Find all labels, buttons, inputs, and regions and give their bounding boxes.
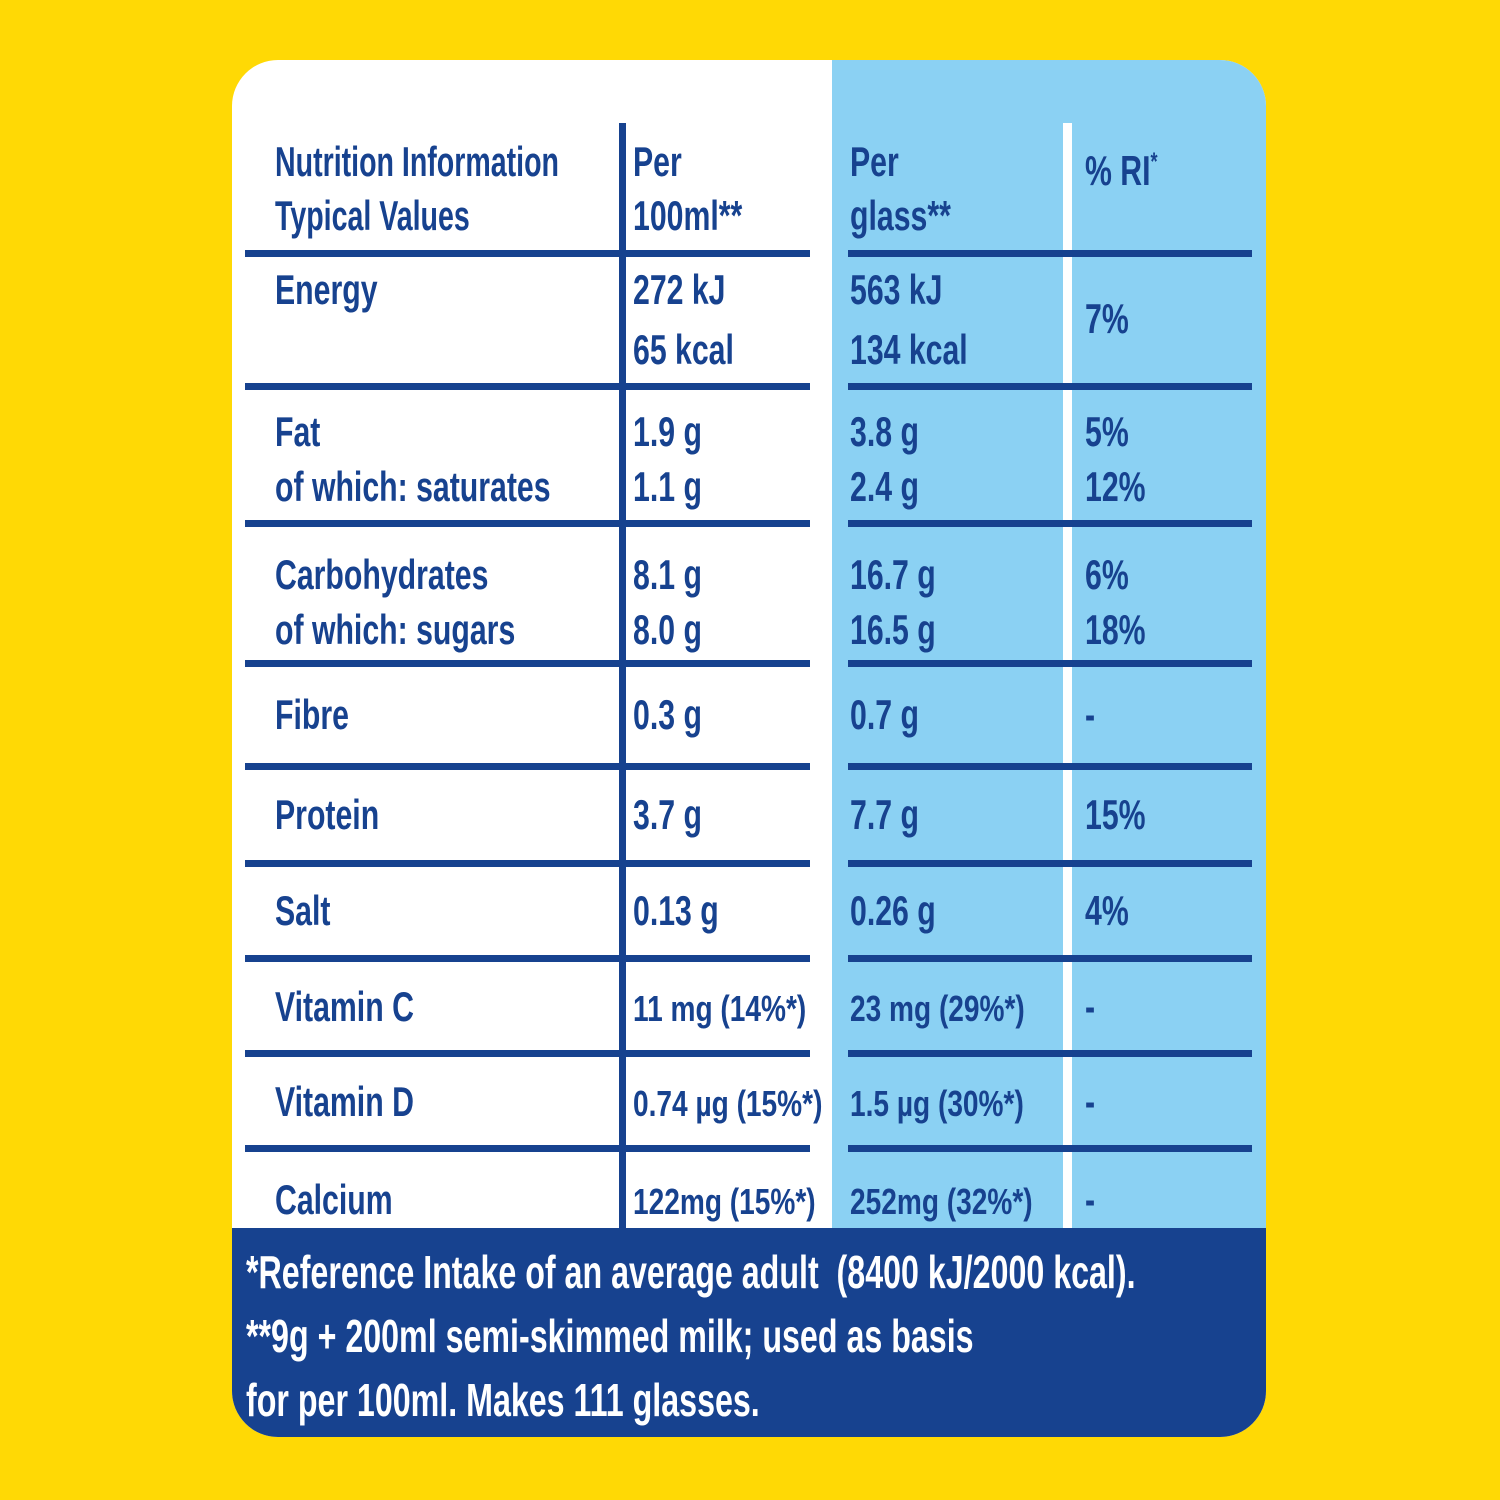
row-fat-per100: 1.9 g <box>633 408 702 455</box>
row-saturates-ri: 12% <box>1085 463 1146 510</box>
header-nutrition-information: Nutrition Information <box>275 138 559 185</box>
row-carbohydrates-ri: 6% <box>1085 551 1129 598</box>
row-salt-glass: 0.26 g <box>850 887 936 934</box>
footnote-reference-intake: *Reference Intake of an average adult (8… <box>246 1246 1136 1298</box>
row-rule <box>848 1050 1252 1057</box>
row-rule <box>245 660 810 667</box>
row-protein-glass: 7.7 g <box>850 791 919 838</box>
row-fibre-per100: 0.3 g <box>633 691 702 738</box>
header-typical-values: Typical Values <box>275 192 470 239</box>
row-calcium-label: Calcium <box>275 1176 393 1223</box>
row-vitamin-c-per100: 11 mg (14%*) <box>633 988 807 1029</box>
column-divider-dark <box>619 123 626 1277</box>
row-energy-glass-kcal: 134 kcal <box>850 326 968 373</box>
row-rule <box>848 520 1252 527</box>
footnote-glasses-yield: for per 100ml. Makes 111 glasses. <box>246 1374 760 1426</box>
row-fibre-ri: - <box>1085 691 1096 738</box>
row-rule <box>245 250 810 257</box>
row-carbohydrates-glass: 16.7 g <box>850 551 936 598</box>
row-carbohydrates-label: Carbohydrates <box>275 551 489 598</box>
row-calcium-ri: - <box>1085 1176 1096 1223</box>
row-sugars-glass: 16.5 g <box>850 606 936 653</box>
row-carbohydrates-per100: 8.1 g <box>633 551 702 598</box>
row-rule <box>245 1050 810 1057</box>
row-fat-label: Fat <box>275 408 321 455</box>
row-salt-ri: 4% <box>1085 887 1129 934</box>
row-energy-glass-kj: 563 kJ <box>850 266 943 313</box>
row-fibre-label: Fibre <box>275 691 349 738</box>
header-per-100ml-line1: Per <box>633 138 682 185</box>
footnotes-panel: *Reference Intake of an average adult (8… <box>232 1228 1266 1437</box>
row-vitamin-c-ri: - <box>1085 983 1096 1030</box>
row-fat-ri: 5% <box>1085 408 1129 455</box>
header-percent-ri-text: % RI <box>1085 147 1151 194</box>
row-rule <box>848 1145 1252 1152</box>
row-vitamin-d-ri: - <box>1085 1078 1096 1125</box>
row-calcium-per100: 122mg (15%*) <box>633 1181 816 1222</box>
row-rule <box>245 520 810 527</box>
column-divider-white <box>1063 123 1072 1277</box>
nutrition-panel: Nutrition Information Typical Values Per… <box>232 60 1266 1437</box>
row-salt-label: Salt <box>275 887 331 934</box>
footnote-preparation-basis: **9g + 200ml semi-skimmed milk; used as … <box>246 1310 974 1362</box>
row-energy-label: Energy <box>275 266 378 313</box>
row-rule <box>245 383 810 390</box>
row-vitamin-d-label: Vitamin D <box>275 1078 414 1125</box>
row-calcium-glass: 252mg (32%*) <box>850 1181 1033 1222</box>
row-saturates-per100: 1.1 g <box>633 463 702 510</box>
row-fat-sublabel: of which: saturates <box>275 463 551 510</box>
row-vitamin-d-glass: 1.5 µg (30%*) <box>850 1083 1024 1124</box>
row-rule <box>848 763 1252 770</box>
row-fat-glass: 3.8 g <box>850 408 919 455</box>
header-percent-ri: % RI* <box>1085 135 1186 198</box>
row-rule <box>848 383 1252 390</box>
row-protein-ri: 15% <box>1085 791 1146 838</box>
row-salt-per100: 0.13 g <box>633 887 719 934</box>
row-carbohydrates-sublabel: of which: sugars <box>275 606 516 653</box>
row-rule <box>848 860 1252 867</box>
row-rule <box>245 955 810 962</box>
row-vitamin-c-glass: 23 mg (29%*) <box>850 988 1025 1029</box>
row-protein-per100: 3.7 g <box>633 791 702 838</box>
row-energy-per100-kj: 272 kJ <box>633 266 726 313</box>
row-sugars-ri: 18% <box>1085 606 1146 653</box>
row-rule <box>245 763 810 770</box>
row-energy-per100-kcal: 65 kcal <box>633 326 734 373</box>
row-rule <box>848 660 1252 667</box>
row-vitamin-c-label: Vitamin C <box>275 983 414 1030</box>
header-per-glass-line2: glass** <box>850 192 951 239</box>
row-energy-ri: 7% <box>1085 295 1129 342</box>
row-rule <box>848 250 1252 257</box>
row-protein-label: Protein <box>275 791 380 838</box>
row-vitamin-d-per100: 0.74 µg (15%*) <box>633 1083 823 1124</box>
row-sugars-per100: 8.0 g <box>633 606 702 653</box>
header-per-100ml-line2: 100ml** <box>633 192 743 239</box>
header-percent-ri-asterisk: * <box>1150 148 1158 176</box>
header-per-glass-line1: Per <box>850 138 899 185</box>
row-rule <box>245 1145 810 1152</box>
row-rule <box>848 955 1252 962</box>
row-rule <box>245 860 810 867</box>
row-fibre-glass: 0.7 g <box>850 691 919 738</box>
row-saturates-glass: 2.4 g <box>850 463 919 510</box>
